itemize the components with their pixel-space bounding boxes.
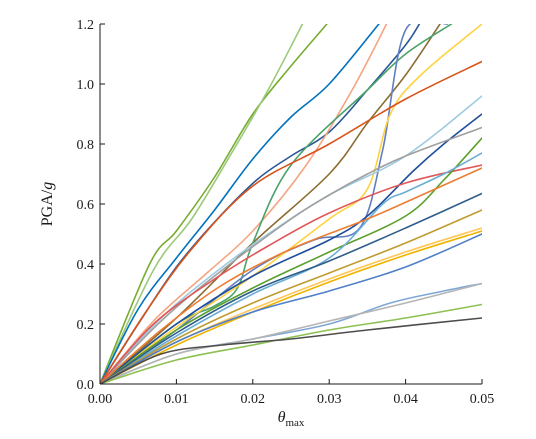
y-tick-label: 0.8 (77, 138, 95, 153)
axes: 0.00 0.01 0.02 0.03 0.04 0.05 0.0 0.2 0.4 0.6 0.8… (77, 18, 495, 407)
x-tick-label: 0.02 (241, 392, 266, 407)
x-tick-label: 0.00 (88, 392, 113, 407)
series-line-25 (100, 303, 482, 384)
y-tick-label: 1.0 (77, 78, 95, 93)
x-axis-label-subscript: max (285, 417, 304, 429)
y-ticks: 0.0 0.2 0.4 0.6 0.8 1.0 1.2 (77, 18, 105, 393)
series-line-14 (100, 164, 482, 384)
x-tick-label: 0.01 (164, 392, 189, 407)
series-line-9 (100, 24, 482, 384)
y-axis-label-italic: g (39, 182, 56, 190)
series-group (100, 24, 482, 384)
x-axis-label: θmax (278, 409, 305, 429)
series-line-24 (100, 282, 482, 384)
series-line-1 (100, 24, 328, 384)
series-line-20 (100, 230, 482, 384)
series-line-16 (100, 152, 482, 384)
x-axis-label-main: θ (278, 409, 286, 426)
x-tick-label: 0.04 (393, 392, 418, 407)
y-tick-label: 0.0 (77, 378, 95, 393)
x-ticks: 0.00 0.01 0.02 0.03 0.04 0.05 (88, 379, 495, 407)
series-line-15 (100, 137, 482, 384)
series-line-3 (100, 24, 380, 384)
series-line-13 (100, 126, 482, 384)
series-line-12 (100, 113, 482, 384)
y-tick-label: 0.6 (77, 198, 95, 213)
x-tick-label: 0.05 (470, 392, 495, 407)
series-line-18 (100, 192, 482, 384)
series-line-2 (100, 24, 304, 384)
y-axis-label: PGA/g (39, 182, 56, 226)
series-line-5 (100, 24, 388, 384)
series-line-19 (100, 209, 482, 384)
y-axis-label-main: PGA/ (39, 189, 56, 226)
y-tick-label: 0.4 (77, 258, 95, 273)
y-tick-label: 1.2 (77, 18, 95, 33)
series-line-22 (100, 233, 482, 384)
x-tick-label: 0.03 (317, 392, 342, 407)
series-line-26 (100, 317, 482, 384)
series-line-10 (100, 60, 482, 384)
series-line-17 (100, 167, 482, 384)
y-tick-label: 0.2 (77, 318, 95, 333)
